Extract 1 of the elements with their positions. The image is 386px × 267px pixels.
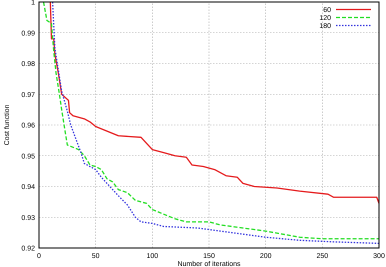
line-series xyxy=(50,2,379,204)
